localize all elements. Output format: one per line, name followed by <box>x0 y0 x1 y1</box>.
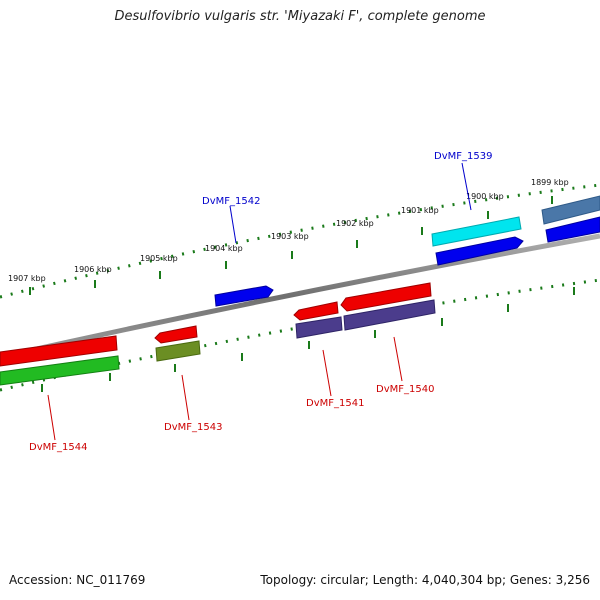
label-leader-lines <box>47 162 472 441</box>
forward-strand-features <box>214 195 600 307</box>
leader-line-1543 <box>181 374 190 421</box>
reverse-cds-purple-1541[interactable] <box>295 316 343 339</box>
tick-label-1902: 1902 kbp <box>336 219 374 228</box>
tick-label-1900: 1900 kbp <box>466 192 504 201</box>
outer-major-ticks <box>29 196 553 295</box>
gene-labels: DvMF_1539 DvMF_1542 DvMF_1541 DvMF_1540 … <box>29 151 492 453</box>
tick-label-1906: 1906 kbp <box>74 265 112 274</box>
leader-line-1541 <box>322 349 332 397</box>
map-title: Desulfovibrio vulgaris str. 'Miyazaki F'… <box>114 9 486 24</box>
leader-line-1540 <box>393 336 403 382</box>
tick-label-1899: 1899 kbp <box>531 178 569 187</box>
reverse-gene-red-1543[interactable] <box>154 325 198 344</box>
tick-label-1905: 1905 kbp <box>140 254 178 263</box>
reverse-cds-purple-1540[interactable] <box>343 299 436 331</box>
leader-line-1544 <box>47 394 56 441</box>
label-dvmf-1544[interactable]: DvMF_1544 <box>29 442 87 453</box>
reverse-cds-green-1544[interactable] <box>0 355 120 386</box>
forward-gene-blue-1[interactable] <box>214 285 274 307</box>
label-dvmf-1543[interactable]: DvMF_1543 <box>164 422 222 433</box>
kbp-tick-labels: 1907 kbp 1906 kbp 1905 kbp 1904 kbp 1903… <box>8 178 569 283</box>
reverse-gene-red-1541[interactable] <box>293 301 339 321</box>
label-dvmf-1541[interactable]: DvMF_1541 <box>306 398 364 409</box>
tick-label-1901: 1901 kbp <box>401 206 439 215</box>
forward-gene-blue-2[interactable] <box>435 236 524 266</box>
leader-line-1539 <box>461 162 472 211</box>
label-dvmf-1539[interactable]: DvMF_1539 <box>434 151 492 162</box>
forward-gene-blue-3[interactable] <box>545 216 600 243</box>
inner-major-ticks <box>41 287 575 392</box>
tick-label-1903: 1903 kbp <box>271 232 309 241</box>
tick-label-1904: 1904 kbp <box>205 244 243 253</box>
reverse-gene-red-1540[interactable] <box>340 282 432 312</box>
reverse-strand-features <box>0 282 436 386</box>
forward-cds-steel[interactable] <box>541 195 600 225</box>
reverse-cds-olive-1543[interactable] <box>155 340 201 362</box>
genome-summary-text: Topology: circular; Length: 4,040,304 bp… <box>260 573 590 587</box>
tick-label-1907: 1907 kbp <box>8 274 46 283</box>
reverse-gene-red-1544[interactable] <box>0 335 118 367</box>
leader-line-1542 <box>229 205 237 244</box>
forward-cds-cyan[interactable] <box>431 216 522 247</box>
accession-text: Accession: NC_011769 <box>9 573 146 587</box>
genome-backbone <box>0 233 600 360</box>
label-dvmf-1540[interactable]: DvMF_1540 <box>376 384 434 395</box>
label-dvmf-1542[interactable]: DvMF_1542 <box>202 196 260 207</box>
